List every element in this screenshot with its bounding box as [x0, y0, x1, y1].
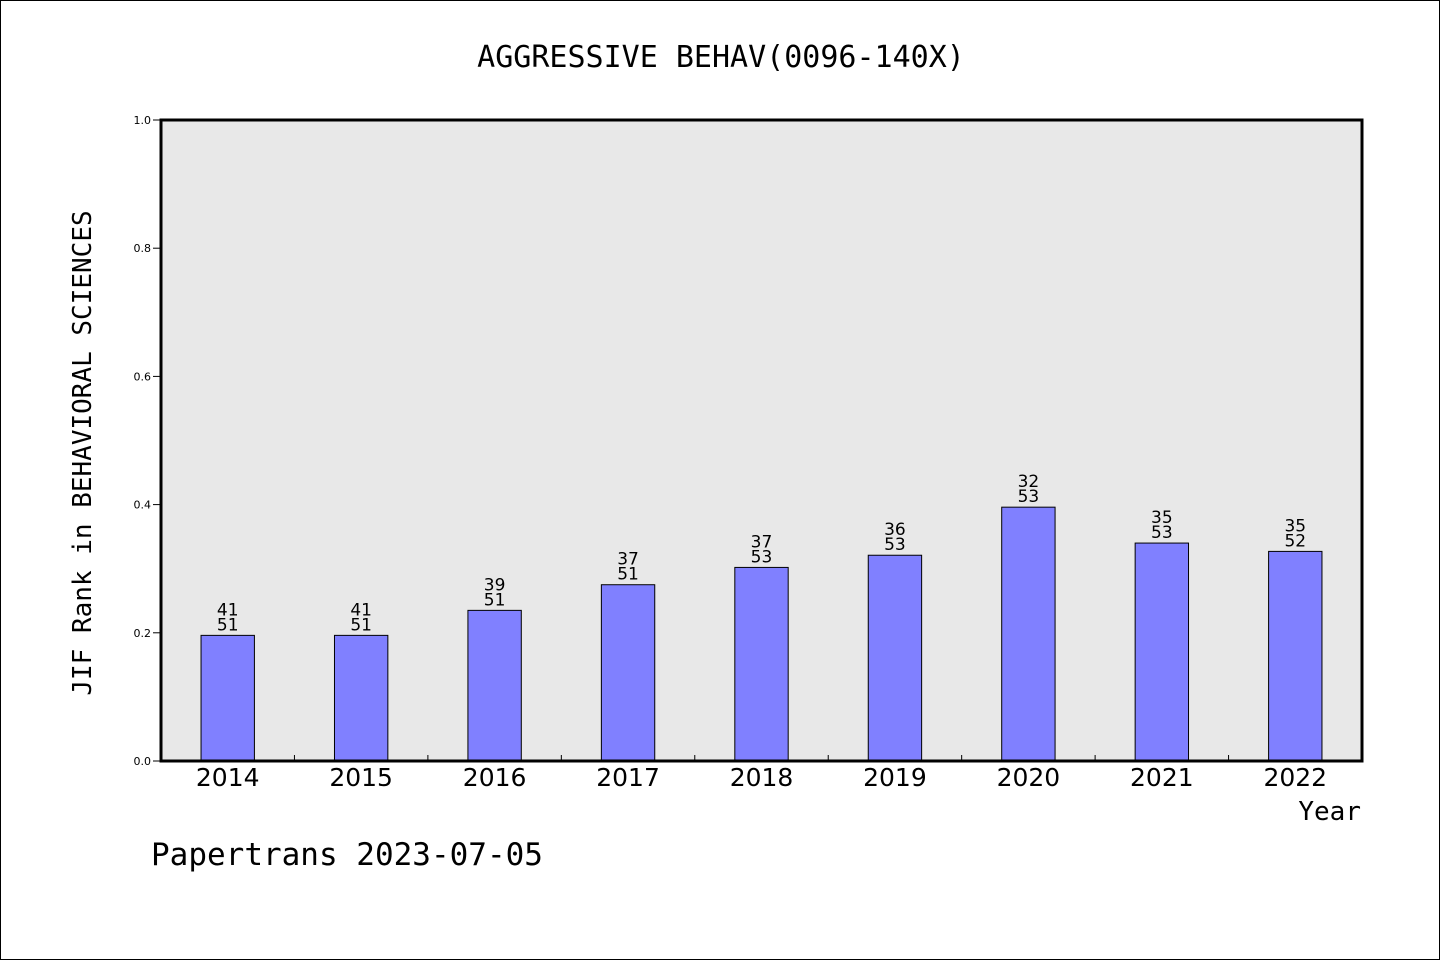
bar-rank-label: 35: [1151, 508, 1173, 528]
bar-total-label: 51: [350, 615, 372, 635]
bar-total-label: 51: [484, 590, 506, 610]
x-tick-label: 2017: [596, 763, 660, 792]
x-tick-label: 2021: [1130, 763, 1194, 792]
bar-2021: [1134, 542, 1190, 762]
y-tick-label: 0.2: [134, 627, 152, 640]
bar-total-label: 53: [1018, 487, 1040, 507]
bar-total-label: 51: [217, 615, 239, 635]
plot-frame: [159, 118, 1364, 763]
chart-title: AGGRESSIVE BEHAV(0096-140X): [477, 40, 965, 75]
x-tick-label: 2014: [196, 763, 260, 792]
x-tick-label: 2018: [730, 763, 794, 792]
bar-total-label: 53: [1151, 523, 1173, 543]
bar-rank-label: 37: [617, 550, 639, 570]
footer-credit: Papertrans 2023-07-05: [151, 837, 543, 873]
bar-2020: [1001, 506, 1056, 762]
bar-2019: [867, 554, 923, 762]
bar-2018: [734, 566, 789, 762]
x-tick-label: 2020: [997, 763, 1061, 792]
bar-2016: [467, 609, 522, 762]
bar-2015: [333, 634, 389, 762]
x-tick-label: 2022: [1263, 763, 1327, 792]
y-tick-label: 1.0: [134, 114, 152, 127]
x-tick-label: 2016: [463, 763, 527, 792]
bar-rank-label: 32: [1018, 472, 1040, 492]
bar-total-label: 53: [884, 535, 906, 555]
y-axis-label: JIF Rank in BEHAVIORAL SCIENCES: [68, 210, 98, 695]
bar-total-label: 52: [1284, 531, 1306, 551]
y-tick-label: 0.8: [134, 242, 152, 255]
x-tick-label: 2019: [863, 763, 927, 792]
bar-total-label: 51: [617, 565, 639, 585]
x-tick-label: 2015: [329, 763, 393, 792]
bar-2014: [200, 634, 255, 762]
bar-rank-label: 39: [484, 575, 506, 595]
ticks-layer: 0.0 0.2 0.4 0.6 0.8 1.0 2014 2015 2016 2017 2018 20…: [134, 114, 1328, 792]
bar-2022: [1268, 550, 1323, 762]
y-tick-label: 0.4: [134, 499, 152, 512]
bar-rank-label: 37: [751, 532, 773, 552]
bar-rank-label: 41: [217, 600, 239, 620]
bar-total-label: 53: [751, 547, 773, 567]
bar-rank-label: 41: [350, 600, 372, 620]
x-axis-label: Year: [1298, 797, 1361, 827]
bar-rank-label: 36: [884, 520, 906, 540]
bar-rank-label: 35: [1284, 516, 1306, 536]
y-tick-label: 0.0: [134, 755, 152, 768]
y-tick-label: 0.6: [134, 370, 152, 383]
bar-2017: [600, 584, 656, 762]
